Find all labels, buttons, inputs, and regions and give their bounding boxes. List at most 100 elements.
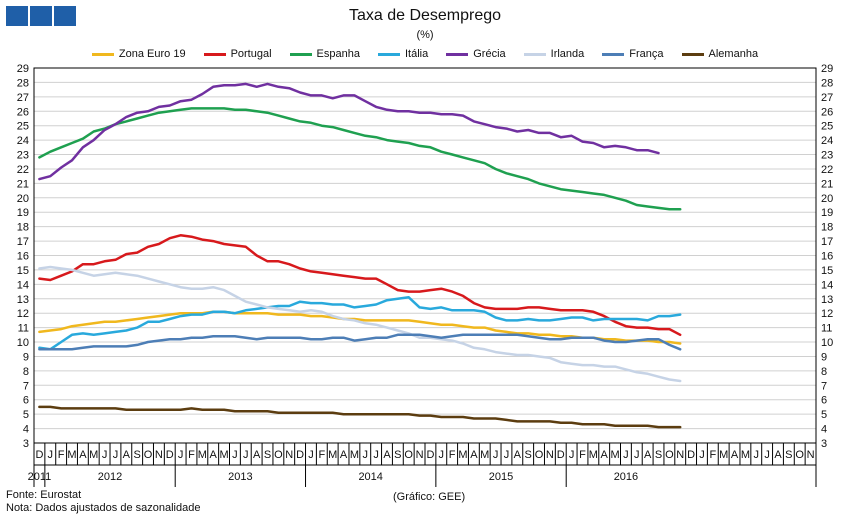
x-tick-label: F bbox=[709, 449, 716, 461]
x-tick-label: J bbox=[102, 449, 108, 461]
x-tick-label: D bbox=[166, 449, 174, 461]
y-tick-label-left: 14 bbox=[17, 279, 29, 291]
x-tick-label: A bbox=[514, 449, 522, 461]
legend-label: Grécia bbox=[473, 48, 506, 60]
year-label: 2014 bbox=[358, 471, 382, 483]
logo-square bbox=[6, 6, 28, 26]
y-tick-label-left: 19 bbox=[17, 207, 29, 219]
x-tick-label: D bbox=[687, 449, 695, 461]
y-tick-label-left: 23 bbox=[17, 150, 29, 162]
series-line bbox=[38, 107, 682, 211]
legend-item: Zona Euro 19 bbox=[91, 48, 186, 60]
y-tick-label-left: 26 bbox=[17, 106, 29, 118]
x-tick-label: D bbox=[557, 449, 565, 461]
y-tick-label-left: 9 bbox=[23, 351, 29, 363]
y-tick-label-left: 28 bbox=[17, 77, 29, 89]
y-tick-label-left: 17 bbox=[17, 236, 29, 248]
x-tick-label: F bbox=[579, 449, 586, 461]
x-tick-label: A bbox=[470, 449, 478, 461]
series-line bbox=[38, 234, 682, 337]
y-tick-label-right: 9 bbox=[821, 351, 827, 363]
y-tick-label-right: 26 bbox=[821, 106, 833, 118]
x-tick-label: O bbox=[795, 449, 804, 461]
legend-item: França bbox=[602, 48, 664, 60]
x-tick-label: F bbox=[318, 449, 325, 461]
series-line bbox=[38, 333, 682, 351]
x-tick-label: N bbox=[807, 449, 815, 461]
y-tick-label-right: 13 bbox=[821, 294, 833, 306]
year-label: 2012 bbox=[98, 471, 122, 483]
x-tick-label: J bbox=[243, 449, 249, 461]
x-tick-label: A bbox=[644, 449, 652, 461]
x-tick-label: S bbox=[134, 449, 141, 461]
x-tick-label: J bbox=[113, 449, 119, 461]
x-tick-label: J bbox=[623, 449, 629, 461]
x-tick-label: J bbox=[764, 449, 770, 461]
x-tick-label: J bbox=[439, 449, 445, 461]
legend-swatch bbox=[203, 52, 226, 56]
year-label: 2013 bbox=[228, 471, 252, 483]
legend-item: Irlanda bbox=[523, 48, 585, 60]
y-tick-label-right: 18 bbox=[821, 222, 833, 234]
y-tick-label-right: 28 bbox=[821, 77, 833, 89]
x-tick-label: J bbox=[504, 449, 510, 461]
x-tick-label: J bbox=[699, 449, 705, 461]
y-tick-label-right: 3 bbox=[821, 438, 827, 450]
legend-swatch bbox=[681, 52, 704, 56]
y-tick-label-right: 19 bbox=[821, 207, 833, 219]
x-tick-label: O bbox=[535, 449, 544, 461]
y-tick-label-right: 12 bbox=[821, 308, 833, 320]
series-line bbox=[38, 405, 682, 429]
y-tick-label-right: 15 bbox=[821, 265, 833, 277]
x-tick-label: M bbox=[480, 449, 489, 461]
x-tick-label: A bbox=[731, 449, 739, 461]
x-tick-label: A bbox=[79, 449, 87, 461]
x-tick-label: J bbox=[178, 449, 184, 461]
x-tick-label: M bbox=[741, 449, 750, 461]
y-tick-label-left: 25 bbox=[17, 121, 29, 133]
chart-title: Taxa de Desemprego bbox=[348, 7, 502, 24]
x-tick-label: M bbox=[350, 449, 359, 461]
y-tick-label-left: 24 bbox=[17, 135, 29, 147]
x-tick-label: A bbox=[383, 449, 391, 461]
x-tick-label: J bbox=[634, 449, 640, 461]
y-tick-label-left: 22 bbox=[17, 164, 29, 176]
x-tick-label: M bbox=[67, 449, 76, 461]
y-tick-label-left: 15 bbox=[17, 265, 29, 277]
y-tick-label-right: 17 bbox=[821, 236, 833, 248]
x-tick-label: S bbox=[264, 449, 271, 461]
y-tick-label-left: 4 bbox=[23, 424, 29, 436]
y-tick-label-right: 23 bbox=[821, 150, 833, 162]
x-tick-label: M bbox=[458, 449, 467, 461]
legend-label: Itália bbox=[404, 48, 429, 60]
y-tick-label-right: 7 bbox=[821, 380, 827, 392]
y-tick-label-right: 24 bbox=[821, 135, 833, 147]
brand-logo bbox=[6, 6, 76, 26]
x-tick-label: A bbox=[210, 449, 218, 461]
y-tick-label-right: 16 bbox=[821, 251, 833, 263]
y-tick-label-right: 21 bbox=[821, 178, 833, 190]
legend-label: Portugal bbox=[230, 48, 272, 60]
y-tick-label-right: 29 bbox=[821, 63, 833, 75]
x-tick-label: S bbox=[655, 449, 662, 461]
x-tick-label: O bbox=[274, 449, 283, 461]
year-label: 2015 bbox=[489, 471, 513, 483]
y-tick-label-left: 10 bbox=[17, 337, 29, 349]
x-tick-label: O bbox=[144, 449, 153, 461]
legend-item: Alemanha bbox=[681, 48, 759, 60]
x-tick-label: J bbox=[308, 449, 314, 461]
y-tick-label-left: 12 bbox=[17, 308, 29, 320]
y-tick-label-right: 25 bbox=[821, 121, 833, 133]
y-tick-label-left: 21 bbox=[17, 178, 29, 190]
y-tick-label-left: 11 bbox=[18, 323, 29, 335]
series-line bbox=[38, 296, 682, 351]
chart-subtitle: (%) bbox=[416, 29, 434, 41]
x-tick-label: M bbox=[610, 449, 619, 461]
legend-swatch bbox=[91, 52, 114, 56]
legend-item: Portugal bbox=[203, 48, 272, 60]
y-tick-label-left: 27 bbox=[17, 92, 29, 104]
legend-label: Irlanda bbox=[550, 48, 585, 60]
x-tick-label: A bbox=[340, 449, 348, 461]
legend-label: Alemanha bbox=[708, 48, 759, 60]
year-label: 2011 bbox=[28, 471, 52, 483]
